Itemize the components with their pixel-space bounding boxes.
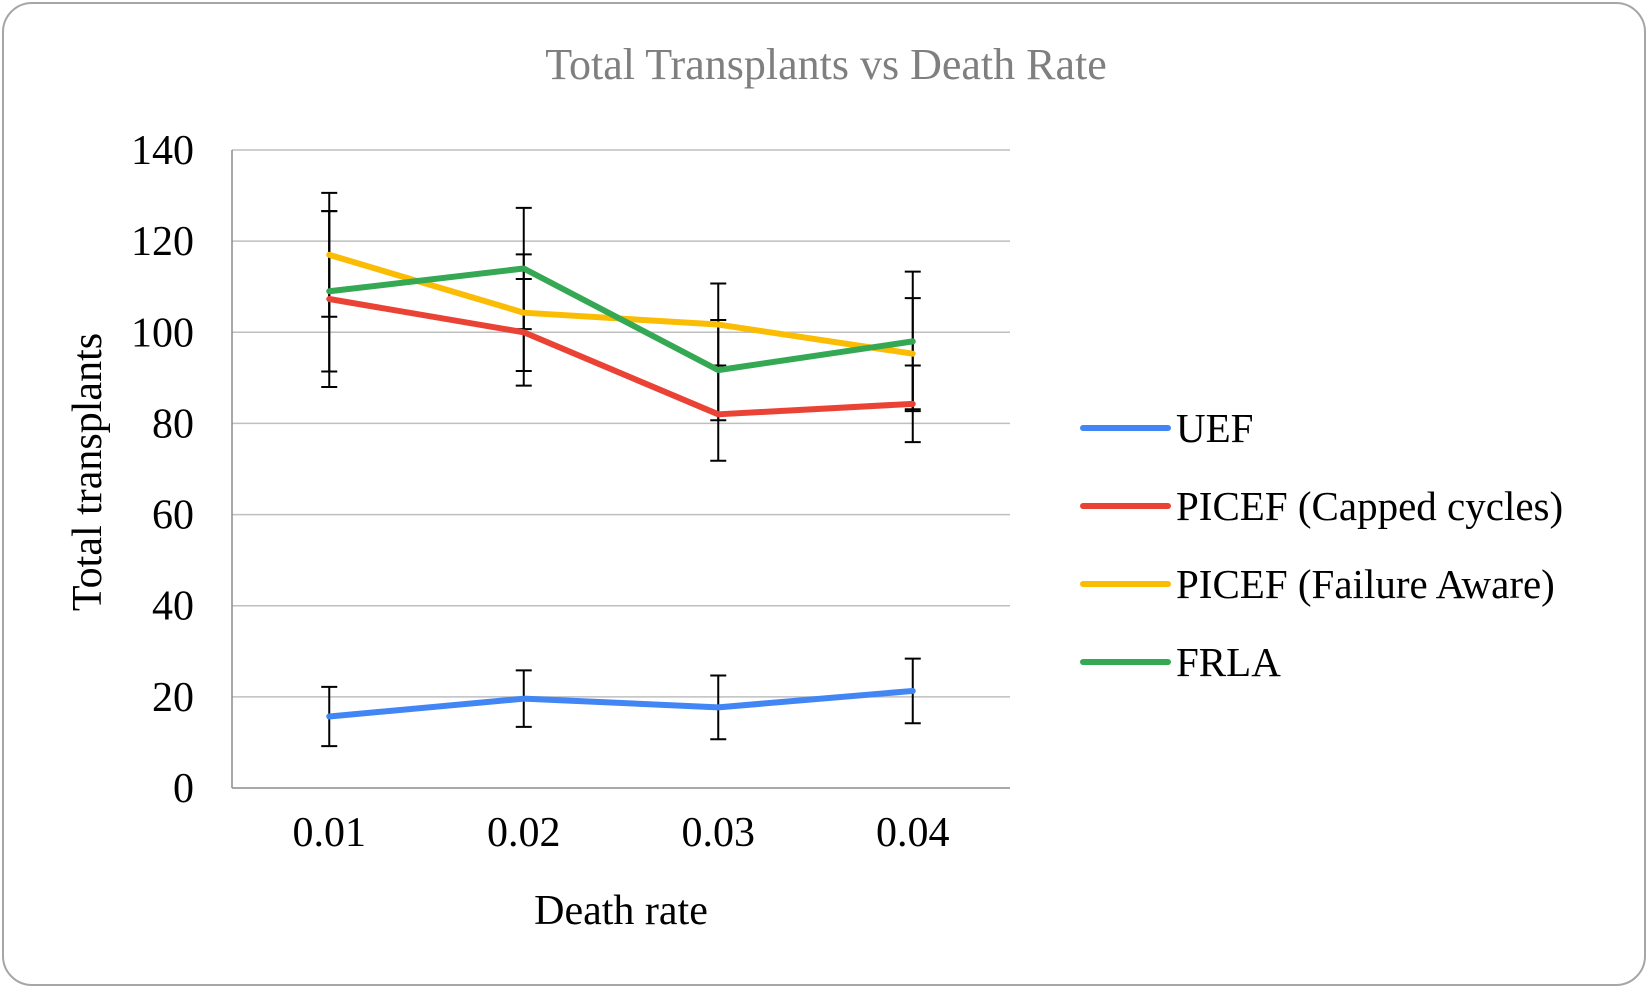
- legend-entry: PICEF (Capped cycles): [1080, 483, 1563, 529]
- x-tick-label: 0.02: [487, 810, 561, 856]
- series-lines: [326, 251, 916, 720]
- series-line-3: [326, 265, 916, 374]
- gridlines: [232, 149, 1010, 698]
- y-tick-label: 0: [173, 766, 194, 812]
- x-tick-label: 0.01: [293, 810, 367, 856]
- y-tick-label: 100: [131, 310, 194, 356]
- y-tick-label: 40: [152, 584, 194, 630]
- y-tick-label: 120: [131, 219, 194, 265]
- legend-entry: FRLA: [1080, 639, 1281, 685]
- x-tick-labels: 0.01 0.02 0.03 0.04: [293, 810, 950, 856]
- error-bars: [321, 191, 921, 748]
- legend-label: UEF: [1176, 405, 1253, 451]
- y-tick-label: 20: [152, 675, 194, 721]
- series-line-1: [326, 296, 916, 418]
- x-tick-label: 0.03: [682, 810, 756, 856]
- legend-entry: PICEF (Failure Aware): [1080, 561, 1555, 607]
- legend-entry: UEF: [1080, 405, 1253, 451]
- y-tick-label: 140: [131, 128, 194, 174]
- y-tick-labels: 0 20 40 60 80 100 120 140: [131, 128, 194, 812]
- y-tick-label: 60: [152, 493, 194, 539]
- series-line-2: [326, 251, 916, 357]
- y-tick-label: 80: [152, 401, 194, 447]
- legend-label: PICEF (Capped cycles): [1176, 483, 1563, 529]
- axes: [231, 150, 1010, 789]
- legend: UEF PICEF (Capped cycles) PICEF (Failure A…: [1080, 405, 1563, 685]
- series-line-0: [326, 687, 916, 720]
- legend-label: PICEF (Failure Aware): [1176, 561, 1555, 607]
- x-tick-label: 0.04: [876, 810, 950, 856]
- legend-label: FRLA: [1176, 639, 1281, 685]
- chart-title: Total Transplants vs Death Rate: [545, 40, 1107, 89]
- x-axis-label: Death rate: [534, 888, 708, 934]
- y-axis-label: Total transplants: [65, 333, 111, 611]
